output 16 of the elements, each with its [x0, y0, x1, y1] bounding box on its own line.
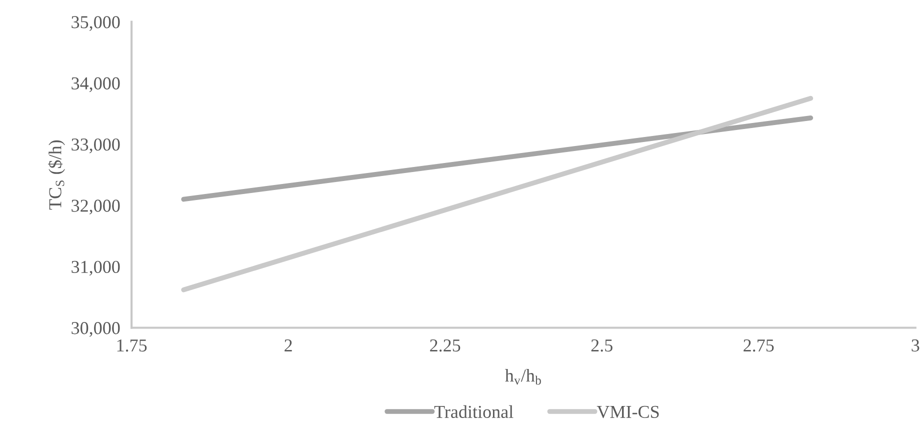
y-axis-title: TC$_{S}$ ($/h): [48, 140, 66, 210]
y-tick-label: 34,000: [72, 77, 120, 92]
x-axis-title: h$_{v}$/h$_{b}$: [505, 369, 541, 385]
y-tick-label: 30,000: [72, 322, 120, 337]
legend-label: Traditional: [434, 405, 514, 418]
x-tick-label: 2.25: [430, 339, 460, 352]
x-tick-label: 1.75: [117, 339, 147, 352]
y-tick-label: 33,000: [72, 138, 120, 154]
y-tick-label: 31,000: [72, 260, 120, 276]
legend-label: VMI-CS: [596, 406, 659, 418]
x-tick-label: 2.75: [744, 339, 774, 352]
x-tick-label: 2.5: [591, 339, 612, 352]
x-tick-label: 3: [912, 339, 920, 352]
y-tick-label: 35,000: [72, 16, 120, 31]
y-tick-label: 32,000: [72, 200, 120, 214]
x-tick-label: 2: [284, 339, 292, 352]
